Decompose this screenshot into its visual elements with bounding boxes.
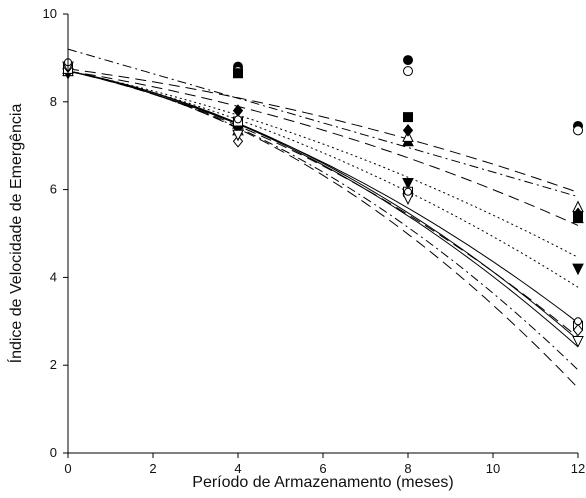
fitted-curve [67, 70, 579, 338]
data-point [572, 263, 584, 276]
data-point [403, 66, 413, 77]
fitted-curve [67, 70, 579, 226]
fitted-curve [67, 70, 579, 341]
y-tick-label: 4 [50, 269, 57, 284]
data-points [62, 55, 584, 348]
fitted-curve [67, 70, 579, 324]
fitted-curve [67, 48, 579, 198]
fitted-curve [67, 70, 579, 348]
x-tick-label: 6 [319, 461, 326, 476]
x-tick-label: 8 [404, 461, 411, 476]
x-tick-label: 10 [486, 461, 500, 476]
y-axis-ticks: 0 2 4 6 8 10 [43, 6, 68, 460]
fitted-curves [67, 48, 579, 389]
y-tick-label: 10 [43, 6, 57, 21]
data-point [572, 323, 584, 337]
y-tick-label: 2 [50, 357, 57, 372]
data-point [404, 187, 412, 196]
data-point [572, 336, 584, 348]
data-point [574, 317, 582, 326]
x-tick-label: 12 [571, 461, 585, 476]
data-point [573, 125, 583, 136]
data-point [234, 115, 242, 124]
x-axis-title: Período de Armazenamento (meses) [192, 474, 453, 491]
data-point [232, 129, 244, 142]
data-point [572, 207, 584, 221]
data-point [403, 112, 413, 123]
y-axis-title: Índice de Velocidade de Emergência [6, 104, 25, 364]
y-tick-label: 0 [50, 445, 57, 460]
x-tick-label: 2 [149, 461, 156, 476]
fitted-curve [67, 70, 579, 288]
y-tick-label: 6 [50, 182, 57, 197]
x-tick-label: 0 [64, 461, 71, 476]
x-axis-ticks: 0 2 4 6 8 10 12 [64, 453, 585, 476]
axes: 0 2 4 6 8 10 12 0 2 4 6 8 10 [43, 6, 586, 476]
data-point [402, 124, 414, 137]
data-point [402, 178, 414, 190]
data-point [233, 68, 243, 79]
fitted-curve [67, 70, 579, 258]
fitted-curve [67, 68, 579, 193]
data-point [403, 55, 413, 66]
y-tick-label: 8 [50, 94, 57, 109]
fitted-curve [67, 70, 579, 371]
fitted-curve [67, 70, 579, 389]
x-tick-label: 4 [234, 461, 241, 476]
